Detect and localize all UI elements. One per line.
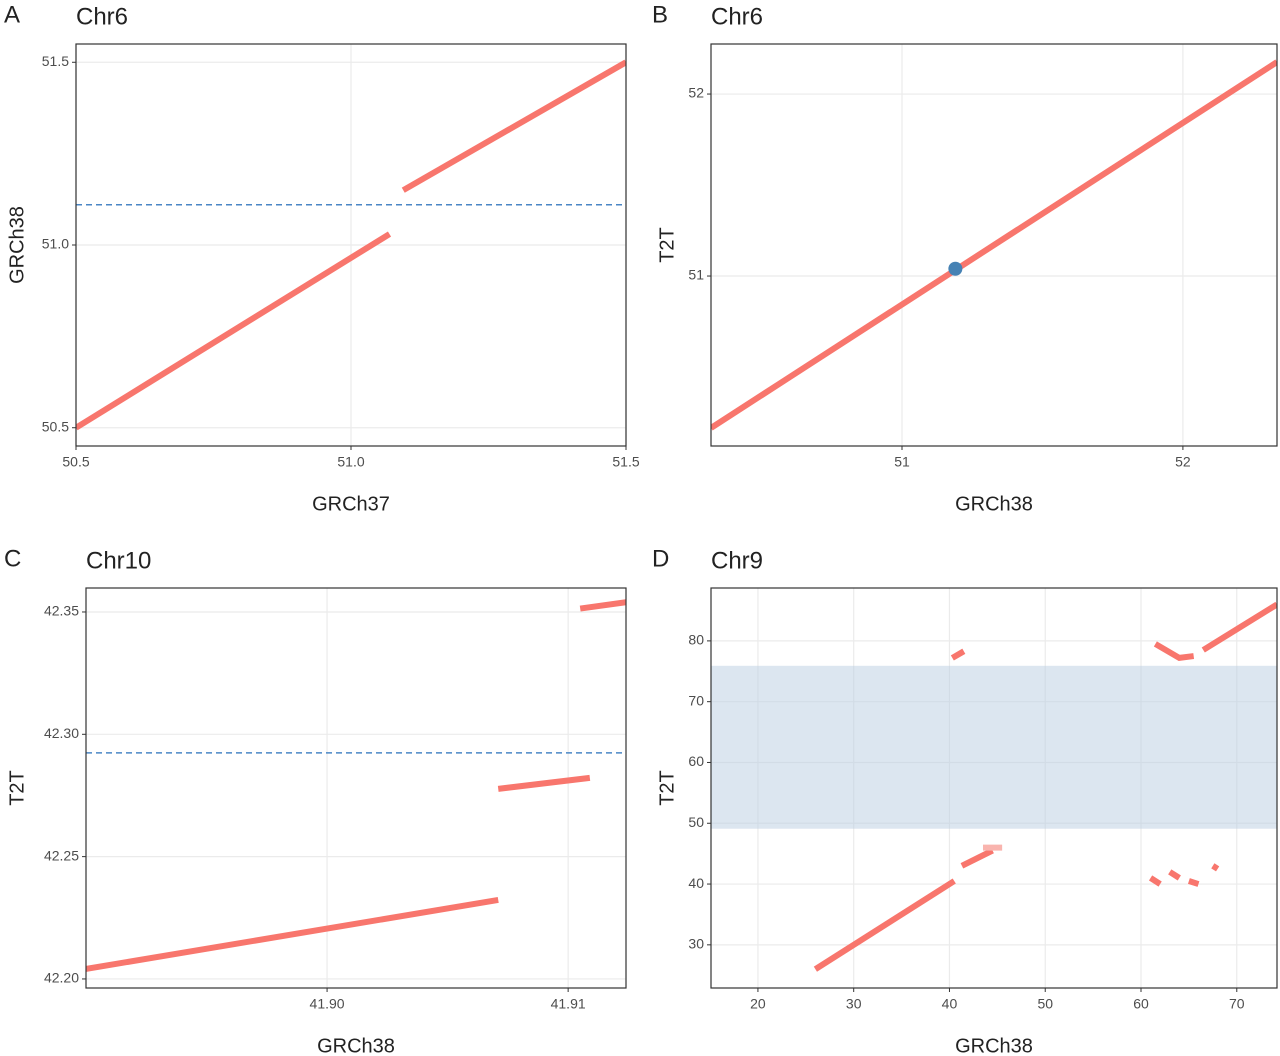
x-tick-label: 52 <box>1175 454 1191 470</box>
plot-border <box>85 587 627 989</box>
data-line <box>813 878 956 972</box>
y-tick-label: 60 <box>688 753 704 769</box>
y-tick-label: 42.30 <box>44 725 79 741</box>
data-line <box>401 59 626 193</box>
plot-border <box>710 587 1278 989</box>
chart-title: Chr10 <box>86 547 151 574</box>
data-line <box>711 59 1277 431</box>
y-axis-label: T2T <box>6 770 28 806</box>
data-line <box>579 599 626 612</box>
x-tick-label: 30 <box>846 996 862 1012</box>
y-tick-label: 42.35 <box>44 603 79 619</box>
y-tick-label: 40 <box>688 875 704 891</box>
x-tick-label: 20 <box>750 996 766 1012</box>
chart-title: Chr6 <box>76 3 128 30</box>
y-tick-label: 42.25 <box>44 847 79 863</box>
y-tick-label: 80 <box>688 632 704 648</box>
x-tick-label: 51.5 <box>612 454 639 470</box>
data-line <box>1211 863 1220 872</box>
shaded-band <box>711 665 1277 829</box>
panel-letter: B <box>652 1 668 28</box>
x-tick-label: 40 <box>942 996 958 1012</box>
y-tick-label: 50.5 <box>42 418 69 434</box>
y-tick-label: 42.20 <box>44 970 79 986</box>
chart-title: Chr9 <box>711 547 763 574</box>
data-line <box>1148 875 1162 887</box>
x-tick-label: 41.90 <box>310 996 345 1012</box>
x-axis-label: GRCh38 <box>955 1035 1033 1056</box>
y-axis-label: T2T <box>656 227 678 263</box>
panel: 41.90 41.91 42.20 42.25 42.30 42.35 C Chr10 GRCh… <box>4 545 627 1056</box>
y-tick-label: 70 <box>688 692 704 708</box>
x-tick-label: 70 <box>1229 996 1245 1012</box>
data-line <box>497 774 591 792</box>
y-tick-label: 30 <box>688 936 704 952</box>
data-line <box>960 847 994 869</box>
x-axis-label: GRCh38 <box>955 493 1033 515</box>
x-axis-label: GRCh37 <box>312 493 390 515</box>
plot-background <box>86 588 626 988</box>
x-tick-label: 50.5 <box>62 454 89 470</box>
panel: 20 30 40 50 60 70 30 40 50 60 70 80 D Chr9 GRCh38 T2T <box>652 545 1278 1056</box>
data-line <box>76 231 392 431</box>
panel-letter: D <box>652 545 669 572</box>
data-line <box>1168 869 1181 881</box>
panel: 50.5 51.0 51.5 50.5 51.0 51.5 A Chr6 GRCh37 GRCh3… <box>4 1 640 515</box>
panel-letter: A <box>4 1 20 28</box>
data-point <box>948 261 963 276</box>
panel-letter: C <box>4 545 21 572</box>
y-tick-label: 50 <box>688 814 704 830</box>
plot-border <box>75 43 627 447</box>
panel: 51 52 51 52 B Chr6 GRCh38 T2T <box>652 1 1278 515</box>
y-tick-label: 51.0 <box>42 236 69 252</box>
x-tick-label: 50 <box>1037 996 1053 1012</box>
y-axis-label: T2T <box>656 770 678 806</box>
x-tick-label: 41.91 <box>551 996 586 1012</box>
x-tick-label: 51 <box>894 454 910 470</box>
chart-title: Chr6 <box>711 3 763 30</box>
x-tick-label: 51.0 <box>337 454 364 470</box>
x-axis-label: GRCh38 <box>317 1035 395 1056</box>
plot-border <box>710 43 1278 447</box>
y-axis-label: GRCh38 <box>6 206 28 284</box>
data-line <box>86 896 499 972</box>
data-line <box>1153 641 1195 662</box>
data-line <box>1201 601 1277 653</box>
data-line <box>1187 878 1200 887</box>
x-tick-label: 60 <box>1133 996 1149 1012</box>
data-line <box>950 648 966 661</box>
y-tick-label: 51.5 <box>42 53 69 69</box>
y-tick-label: 52 <box>688 85 704 101</box>
y-tick-label: 51 <box>688 267 704 283</box>
